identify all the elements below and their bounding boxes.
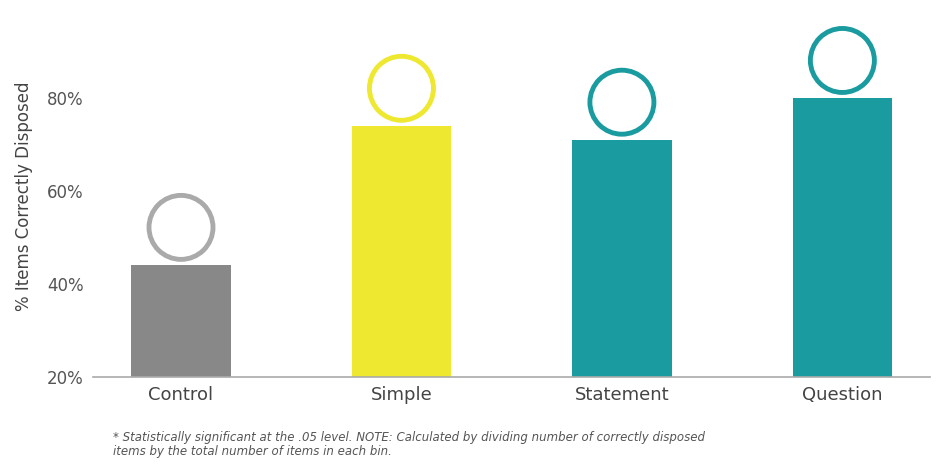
Bar	[572, 140, 671, 377]
Text: 44%: 44%	[165, 220, 196, 234]
Text: * Statistically significant at the .05 level. NOTE: Calculated by dividing numbe: * Statistically significant at the .05 l…	[113, 431, 704, 444]
Text: 80%*: 80%*	[822, 54, 860, 68]
Text: 71%*: 71%*	[602, 95, 640, 109]
Bar	[131, 266, 230, 377]
Y-axis label: % Items Correctly Disposed: % Items Correctly Disposed	[15, 81, 33, 310]
Text: items by the total number of items in each bin.: items by the total number of items in ea…	[113, 445, 392, 458]
Text: 74%*: 74%*	[382, 81, 420, 95]
Bar	[792, 98, 891, 377]
Bar	[351, 126, 450, 377]
